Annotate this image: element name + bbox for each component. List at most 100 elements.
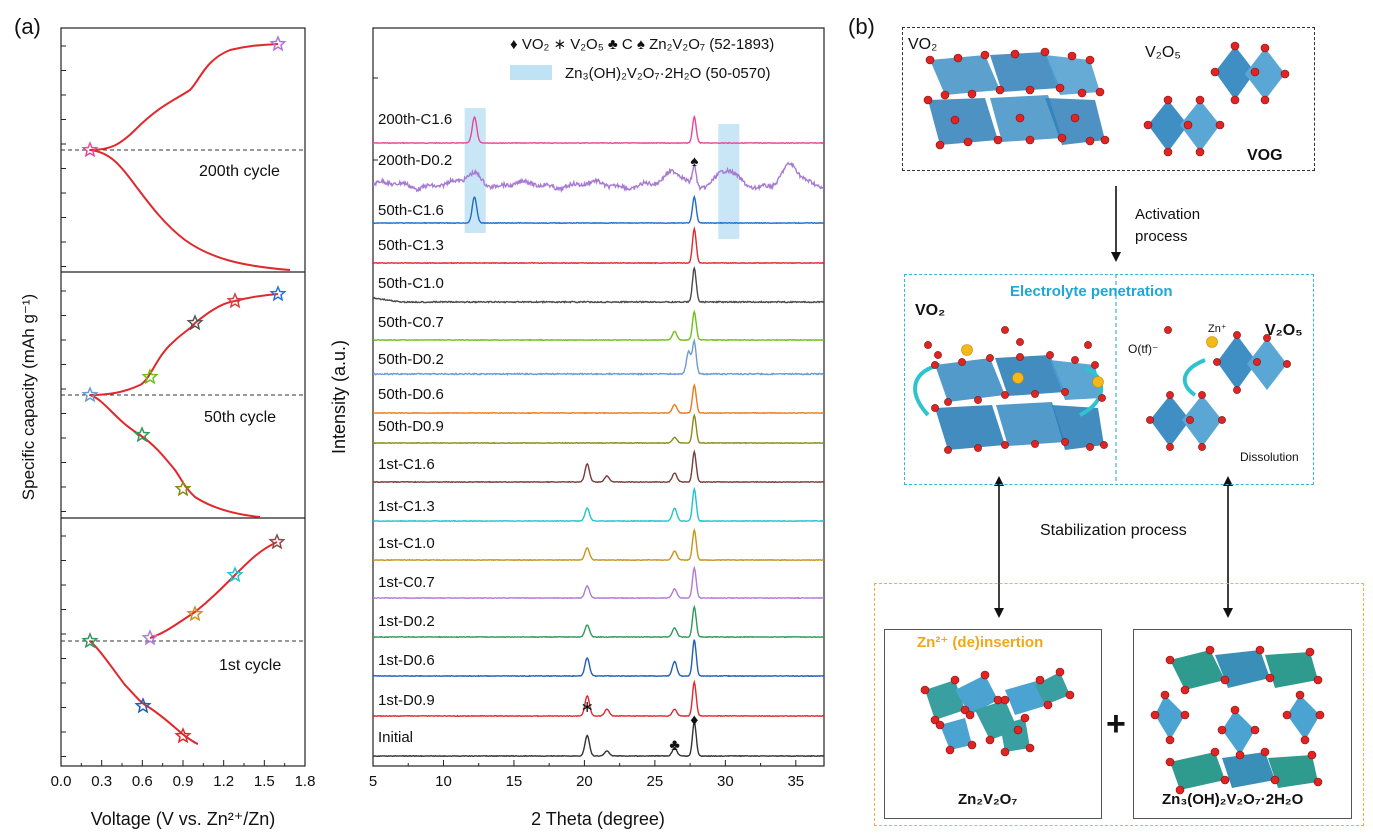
oxygen-atom — [944, 398, 952, 406]
xrd-peak-markers: ∗ ♣ ♦ ♠ — [581, 153, 699, 754]
oxygen-atom — [1040, 47, 1050, 57]
xrd-curve — [373, 265, 824, 304]
oxygen-atom — [1198, 443, 1206, 451]
xrd-curve — [373, 226, 824, 265]
oxygen-atom — [935, 140, 945, 150]
xrd-series-label: 50th-D0.2 — [378, 351, 444, 368]
oxygen-atom — [1218, 416, 1226, 424]
xrd-x-tick-label: 30 — [717, 773, 734, 790]
cycle-label-200: 200th cycle — [199, 163, 280, 180]
oxygen-atom — [1260, 43, 1270, 53]
oxygen-atom — [1165, 735, 1175, 745]
oxygen-atom — [1010, 49, 1020, 59]
stabilization-atoms — [920, 645, 1325, 795]
activation-label: Activation process — [1135, 206, 1201, 245]
flow-arrow-right — [1079, 366, 1104, 417]
oxygen-atom — [1183, 120, 1193, 130]
oxygen-atom — [1195, 95, 1205, 105]
oxygen-atom — [1210, 747, 1220, 757]
oxygen-atom — [1198, 391, 1206, 399]
insertion-product-box — [884, 629, 1102, 819]
sample-star-icon — [226, 566, 244, 583]
oxygen-atom — [1013, 725, 1023, 735]
product2-label: Zn₃(OH)₂V₂O₇·2H₂O — [1162, 791, 1304, 808]
sample-star-icon — [174, 480, 192, 497]
sampling-stars — [81, 35, 287, 744]
zn-ion-atom — [1206, 336, 1218, 348]
penetration-vo2-label: VO₂ — [915, 302, 946, 319]
oxygen-atom — [1067, 51, 1077, 61]
xrd-series-label: 50th-C1.0 — [378, 275, 444, 292]
oxygen-atom — [1098, 394, 1106, 402]
curve-200-charge — [89, 43, 279, 151]
activation-arrowhead — [1111, 252, 1121, 262]
oxygen-atom — [1255, 645, 1265, 655]
xrd-series-label: 50th-C1.6 — [378, 202, 444, 219]
sample-star-icon — [186, 314, 204, 331]
xrd-curves — [373, 114, 824, 758]
xrd-series-label: 1st-D0.9 — [378, 692, 435, 709]
oxygen-atom — [1280, 69, 1290, 79]
vo2-crystal-illustration — [928, 52, 1105, 145]
dissolution-arrow — [1182, 358, 1206, 397]
voltage-y-axis-label: Specific capacity (mAh g⁻¹) — [19, 294, 38, 500]
oxygen-atom — [1230, 41, 1240, 51]
oxygen-atom — [1282, 710, 1292, 720]
xrd-peak-marker: ♠ — [690, 153, 698, 170]
oxygen-atom — [1086, 443, 1094, 451]
oxygen-atom — [920, 685, 930, 695]
arrowhead-right-down — [1223, 608, 1233, 618]
xrd-curve — [373, 604, 824, 639]
oxygen-atom — [1035, 675, 1045, 685]
curve-50-charge — [89, 293, 279, 396]
xrd-series-label: 50th-C1.3 — [378, 237, 444, 254]
dissolution-label: Dissolution — [1240, 450, 1299, 464]
oxygen-atom — [995, 85, 1005, 95]
xrd-curve — [373, 338, 824, 376]
oxygen-atom — [1213, 358, 1221, 366]
xrd-x-tick-label: 5 — [369, 773, 377, 790]
oxygen-atom — [993, 135, 1003, 145]
oxygen-atom — [1283, 360, 1291, 368]
oxygen-atom — [935, 720, 945, 730]
xrd-series-label: 1st-C1.3 — [378, 498, 435, 515]
highlight-band-30deg — [718, 124, 740, 239]
arrowhead-left-down — [994, 608, 1004, 618]
oxygen-atom — [1205, 645, 1215, 655]
oxygen-atom — [1305, 647, 1315, 657]
penetration-atoms — [924, 326, 1291, 454]
oxygen-atom — [1250, 67, 1260, 77]
xrd-x-tick-label: 20 — [576, 773, 593, 790]
xrd-curve — [373, 449, 824, 484]
xrd-x-axis-label: 2 Theta (degree) — [531, 809, 665, 829]
xrd-curve — [373, 639, 824, 678]
oxygen-atom — [1313, 675, 1323, 685]
voltage-x-tick-label: 0.0 — [51, 773, 72, 790]
xrd-series-label: 200th-C1.6 — [378, 111, 452, 128]
oxygen-atom — [974, 444, 982, 452]
vog-box — [902, 27, 1315, 171]
xrd-curve — [373, 383, 824, 415]
xrd-series-label: 1st-C0.7 — [378, 574, 435, 591]
oxygen-atom — [965, 710, 975, 720]
oxygen-atom — [931, 404, 939, 412]
oxygen-atom — [1253, 358, 1261, 366]
oxygen-atom — [1166, 443, 1174, 451]
xrd-x-tick-label: 10 — [435, 773, 452, 790]
oxygen-atom — [1084, 341, 1092, 349]
voltage-x-ticks: 0.0 0.3 0.6 0.9 1.2 1.5 1.8 — [51, 760, 315, 790]
xrd-curve — [373, 565, 824, 600]
xrd-legend-markers: ♦ VO₂ ∗ V₂O₅ ♣ C ♠ Zn₂V₂O₇ (52-1893) — [510, 36, 774, 53]
oxygen-atom — [1025, 135, 1035, 145]
xrd-series-label: 50th-D0.9 — [378, 418, 444, 435]
sample-star-icon — [269, 35, 287, 52]
curve-1-charge — [149, 541, 278, 639]
v2o5-atoms — [1143, 41, 1290, 157]
oxygen-atom — [1263, 334, 1271, 342]
oxygen-atom — [1215, 120, 1225, 130]
oxygen-atom — [1250, 725, 1260, 735]
oxygen-atom — [1061, 388, 1069, 396]
oxygen-atom — [1300, 735, 1310, 745]
sample-star-icon — [174, 727, 192, 744]
xrd-x-ticks: 5 10 15 20 25 30 35 — [369, 760, 804, 790]
